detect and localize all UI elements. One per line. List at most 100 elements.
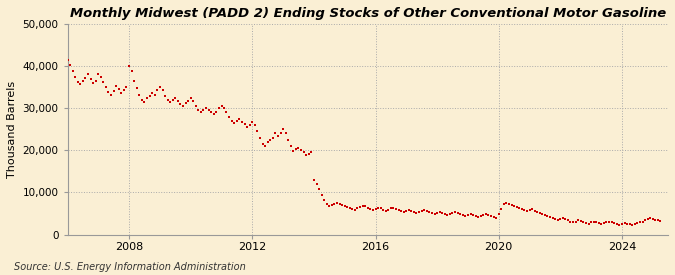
Point xyxy=(593,221,604,226)
Point xyxy=(247,119,258,124)
Point xyxy=(98,80,109,84)
Point xyxy=(626,223,637,227)
Point xyxy=(404,208,414,212)
Point xyxy=(155,85,165,89)
Point xyxy=(470,214,481,218)
Point xyxy=(237,119,248,124)
Point xyxy=(144,93,155,98)
Point xyxy=(296,148,306,153)
Point xyxy=(334,202,345,207)
Point xyxy=(419,208,430,212)
Point xyxy=(542,214,553,218)
Point xyxy=(67,69,78,73)
Point xyxy=(640,218,651,222)
Point xyxy=(642,217,653,221)
Point xyxy=(75,81,86,86)
Point xyxy=(206,110,217,115)
Point xyxy=(606,220,617,225)
Point xyxy=(632,221,643,226)
Point xyxy=(139,100,150,104)
Point xyxy=(362,205,373,210)
Point xyxy=(478,213,489,217)
Point xyxy=(265,138,275,142)
Point xyxy=(62,57,73,62)
Point xyxy=(624,222,635,227)
Point xyxy=(524,208,535,212)
Point xyxy=(90,79,101,83)
Point xyxy=(311,182,322,186)
Point xyxy=(452,211,463,215)
Point xyxy=(327,203,338,207)
Point xyxy=(462,213,473,217)
Point xyxy=(342,205,353,209)
Point xyxy=(280,131,291,136)
Point xyxy=(394,208,404,212)
Point xyxy=(65,63,76,67)
Point xyxy=(270,131,281,136)
Point xyxy=(491,216,502,220)
Point xyxy=(162,98,173,102)
Point xyxy=(167,98,178,102)
Point xyxy=(591,220,601,225)
Point xyxy=(196,110,207,115)
Point xyxy=(496,207,507,211)
Point xyxy=(645,216,655,220)
Point xyxy=(493,211,504,216)
Point xyxy=(647,217,658,221)
Point xyxy=(337,203,348,207)
Point xyxy=(211,109,222,114)
Point xyxy=(80,76,91,80)
Point xyxy=(380,208,391,213)
Text: Source: U.S. Energy Information Administration: Source: U.S. Energy Information Administ… xyxy=(14,262,245,272)
Point xyxy=(367,208,378,212)
Point xyxy=(221,110,232,115)
Point xyxy=(242,125,252,129)
Point xyxy=(142,96,153,101)
Point xyxy=(288,149,298,153)
Point xyxy=(589,219,599,224)
Point xyxy=(619,221,630,226)
Point xyxy=(96,74,107,79)
Point xyxy=(234,117,245,121)
Point xyxy=(516,207,527,211)
Point xyxy=(421,208,432,213)
Point xyxy=(257,142,268,146)
Point xyxy=(165,100,176,104)
Point xyxy=(298,150,309,155)
Point xyxy=(193,108,204,112)
Point xyxy=(260,144,271,148)
Point xyxy=(188,98,198,103)
Point xyxy=(373,205,383,210)
Point xyxy=(70,74,80,79)
Point xyxy=(132,86,142,90)
Point xyxy=(121,85,132,89)
Point xyxy=(435,210,446,214)
Point xyxy=(408,210,419,214)
Point xyxy=(365,207,376,211)
Point xyxy=(547,216,558,220)
Point xyxy=(437,210,448,215)
Point xyxy=(485,214,496,218)
Point xyxy=(586,220,597,225)
Point xyxy=(599,221,610,226)
Point xyxy=(267,136,278,140)
Point xyxy=(354,205,365,209)
Point xyxy=(103,90,114,94)
Point xyxy=(308,178,319,182)
Point xyxy=(458,213,468,217)
Point xyxy=(178,104,188,108)
Point xyxy=(263,140,273,144)
Point xyxy=(313,187,324,191)
Point xyxy=(190,104,201,108)
Point xyxy=(509,203,520,208)
Point xyxy=(101,85,111,89)
Point xyxy=(350,208,360,212)
Point xyxy=(522,209,533,213)
Point xyxy=(136,98,147,102)
Point xyxy=(612,222,622,226)
Point xyxy=(106,92,117,97)
Point xyxy=(344,205,355,210)
Point xyxy=(637,219,648,224)
Y-axis label: Thousand Barrels: Thousand Barrels xyxy=(7,81,17,178)
Point xyxy=(203,108,214,112)
